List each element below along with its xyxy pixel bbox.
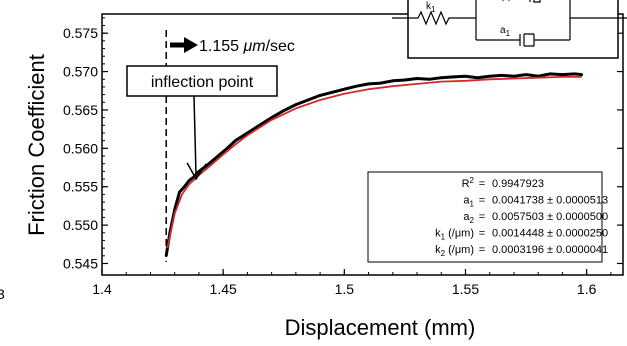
y-tick-label: 0.545: [63, 255, 98, 271]
x-axis: 1.4 1.45 1.5 1.55 1.6: [92, 269, 612, 297]
inset-circuit-diagram: k1 a1: [392, 0, 627, 59]
inset-wire-left: [392, 10, 476, 26]
measured-data-point: [233, 139, 237, 142]
x-tick-label: 1.55: [452, 281, 479, 297]
fit-value: 0.0014448 ± 0.0000250: [492, 228, 608, 240]
fit-value: 0.9947923: [492, 178, 544, 190]
measured-data-point: [318, 94, 322, 97]
measured-data-point: [187, 179, 191, 182]
inflection-arrowhead-icon: [186, 162, 207, 181]
measured-data-point: [391, 79, 395, 83]
measured-data-point: [164, 254, 168, 258]
fit-equals: =: [479, 195, 485, 207]
series-group: [164, 72, 584, 258]
fit-param-label: a2: [463, 211, 474, 225]
measured-data-point: [197, 170, 201, 173]
inflection-label: inflection point: [151, 74, 254, 91]
x-axis-title: Displacement (mm): [285, 315, 476, 340]
measured-data-point: [464, 74, 467, 78]
measured-data-point: [282, 109, 286, 113]
y-axis-title: Friction Coefficient: [24, 54, 49, 236]
inset-a1-label: a1: [500, 25, 511, 38]
inset-upper-branch: [502, 0, 541, 3]
measured-data-point: [439, 76, 443, 80]
measured-data-point: [524, 73, 528, 76]
inset-frame: [407, 0, 619, 59]
fit-value: 0.0057503 ± 0.0000500: [492, 211, 608, 223]
fit-equals: =: [479, 244, 485, 256]
measured-data-point: [427, 77, 431, 81]
measured-data-point: [476, 76, 479, 80]
measured-data-point: [355, 84, 358, 88]
velocity-arrow-icon: [184, 37, 198, 53]
fit-value: 0.0003196 ± 0.0000041: [492, 244, 608, 256]
measured-data-point: [452, 75, 455, 79]
y-tick-label: 0.555: [63, 179, 98, 195]
measured-data-point: [580, 73, 584, 76]
velocity-label: 1.155 μm/sec: [199, 38, 295, 55]
fit-equals: =: [479, 228, 485, 240]
fit-param-label: a1: [463, 195, 474, 209]
measured-data-point: [561, 73, 564, 76]
fit-value: 0.0041738 ± 0.0000513: [492, 195, 608, 207]
measured-data-point: [246, 131, 249, 135]
measured-data-point: [306, 98, 310, 102]
measured-data-point: [258, 124, 261, 127]
measured-data-point: [294, 103, 298, 106]
y-tick-label: 0.565: [63, 102, 98, 118]
measured-data-point: [270, 116, 273, 119]
fit-param-label: R2: [462, 176, 475, 190]
measured-data-point: [573, 72, 576, 76]
y-tick-label: 0.575: [63, 25, 98, 41]
y-tick-label: 0.560: [63, 140, 98, 156]
fit-results-box: R2 = 0.9947923 a1 = 0.0041738 ± 0.0000513 a2 = 0…: [367, 171, 608, 263]
measured-data-point: [226, 146, 230, 149]
inflection-label-box: [126, 65, 278, 97]
fit-equals: =: [479, 211, 485, 223]
inflection-annotation: inflection point: [126, 65, 278, 181]
measured-data-point: [549, 72, 552, 76]
measured-data-point: [212, 158, 215, 162]
measured-data-point: [343, 87, 346, 91]
measured-data-point: [403, 78, 407, 82]
x-tick-label: 1.45: [210, 281, 237, 297]
measured-data-point: [367, 82, 370, 86]
x-tick-label: 1.6: [577, 281, 597, 297]
fit-results-frame: [367, 171, 603, 263]
fit-param-label: k1 (/μm): [435, 228, 474, 242]
x-tick-label: 1.5: [335, 281, 355, 297]
measured-data-point: [178, 190, 181, 194]
measured-data-point: [512, 74, 516, 78]
fit-results-rows: R2 = 0.9947923 a1 = 0.0041738 ± 0.0000513 a2 = 0…: [435, 176, 608, 258]
measured-data-point: [488, 74, 492, 78]
inset-lower-branch: [476, 33, 570, 47]
y-tick-label: 0.570: [63, 64, 98, 80]
measured-data-point: [219, 152, 223, 156]
velocity-annotation: 1.155 μm/sec: [170, 37, 295, 55]
inflection-arrow: [193, 95, 197, 179]
fit-equals: =: [479, 178, 485, 190]
measured-data-point: [415, 77, 419, 80]
y-axis: 0.545 0.550 0.555 0.560 0.565 0.570 0.575: [63, 17, 623, 271]
measured-data-point: [379, 81, 382, 85]
y-tick-label: 0.550: [63, 217, 98, 233]
plot-frame: [101, 13, 624, 276]
measured-data-point: [183, 185, 186, 189]
measured-data-point: [330, 91, 334, 94]
inset-k1-label: k1: [426, 1, 436, 14]
measured-data-point: [500, 74, 504, 77]
x-tick-label: 1.4: [92, 281, 112, 297]
fit-param-label: k2 (/μm): [435, 244, 474, 258]
cutoff-left-label: 3: [0, 286, 5, 302]
